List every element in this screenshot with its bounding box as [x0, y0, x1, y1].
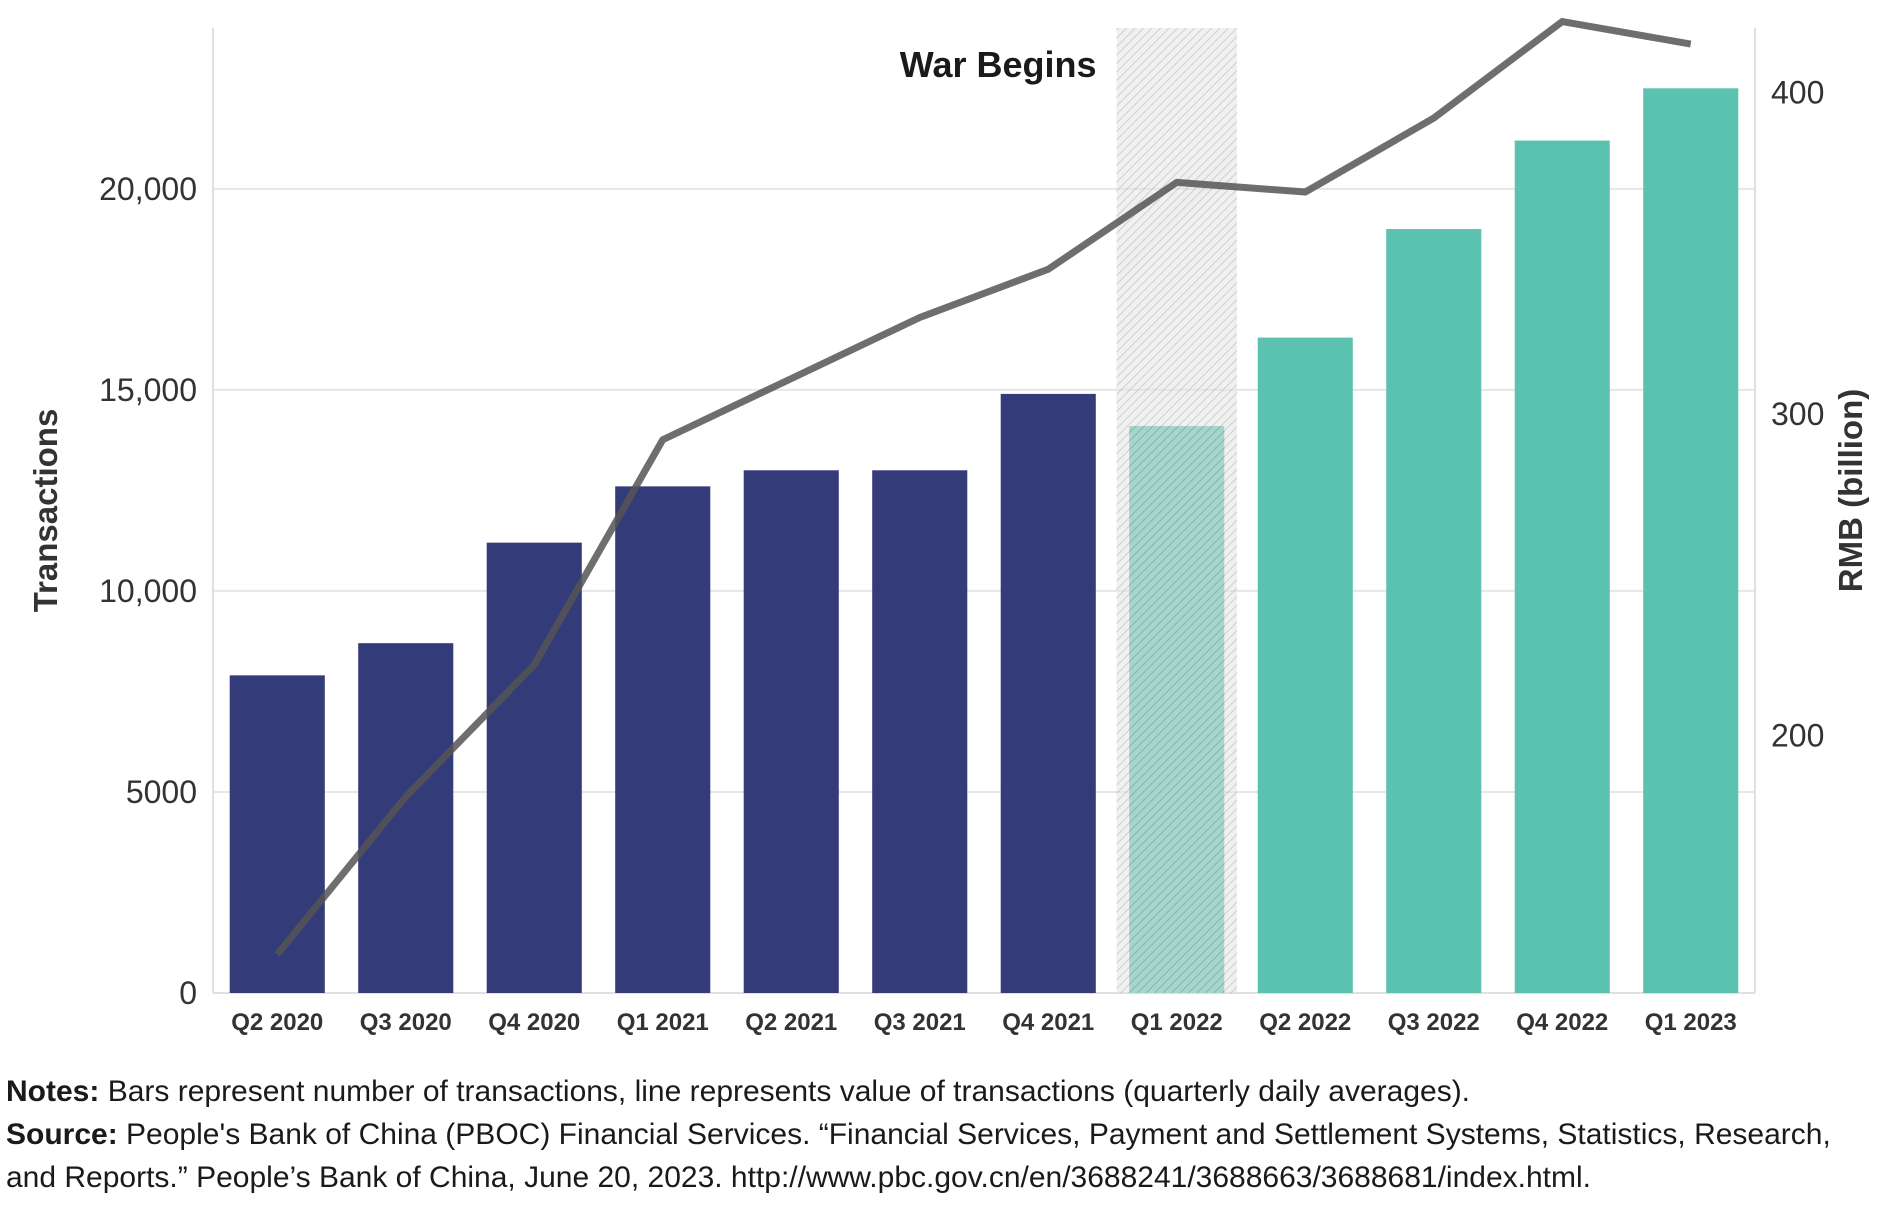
y-axis-label-right: RMB (billion)	[1832, 389, 1869, 592]
x-tick-label: Q1 2021	[617, 1009, 709, 1036]
y-left-tick-label: 0	[179, 975, 197, 1011]
x-tick-label: Q1 2023	[1645, 1009, 1737, 1036]
source-text: People's Bank of China (PBOC) Financial …	[6, 1118, 1831, 1194]
chart: 0 5000 10,000 15,000 20,000 200 300 400 Q2 2020 Q…	[27, 18, 1869, 1036]
y-left-tick-label: 20,000	[99, 171, 197, 207]
war-begins-shading	[1116, 28, 1237, 993]
line-series-path	[274, 18, 1692, 957]
x-tick-label: Q2 2020	[231, 1009, 323, 1036]
y-left-tick-label: 5000	[126, 774, 197, 810]
notes-line: Notes: Bars represent number of transact…	[6, 1070, 1884, 1113]
bar	[743, 470, 839, 994]
source-label: Source:	[6, 1118, 118, 1151]
x-tick-label: Q4 2020	[488, 1009, 580, 1036]
war-begins-annotation: War Begins	[900, 44, 1097, 85]
x-tick-label: Q4 2022	[1516, 1009, 1608, 1036]
bar	[1257, 337, 1353, 994]
bar	[1643, 88, 1739, 993]
war-begins-shade	[1116, 28, 1237, 993]
bar	[872, 470, 968, 994]
notes-label: Notes:	[6, 1075, 100, 1108]
y-right-tick-label: 200	[1771, 718, 1824, 754]
x-tick-label: Q2 2021	[745, 1009, 837, 1036]
bar	[615, 486, 711, 993]
bar	[229, 675, 325, 993]
axis-frame	[212, 28, 1756, 994]
y-left-tick-label: 10,000	[99, 573, 197, 609]
bar	[1514, 140, 1610, 994]
x-tick-label: Q2 2022	[1259, 1009, 1351, 1036]
notes-text: Bars represent number of transactions, l…	[107, 1075, 1471, 1108]
y-left-tick-label: 15,000	[99, 372, 197, 408]
bar	[358, 643, 454, 993]
value-line	[274, 18, 1692, 957]
x-tick-label: Q3 2020	[360, 1009, 452, 1036]
x-tick-label: Q3 2021	[874, 1009, 966, 1036]
x-tick-label: Q1 2022	[1131, 1009, 1223, 1036]
bar	[1000, 393, 1096, 993]
bar	[1386, 229, 1482, 993]
source-line: Source: People's Bank of China (PBOC) Fi…	[6, 1113, 1884, 1199]
notes-block: Notes: Bars represent number of transact…	[6, 1070, 1884, 1199]
x-tick-label: Q3 2022	[1388, 1009, 1480, 1036]
bars	[229, 88, 1739, 994]
y-right-tick-label: 300	[1771, 396, 1824, 432]
y-right-tick-label: 400	[1771, 74, 1824, 110]
y-axis-label-left: Transactions	[27, 409, 64, 613]
x-tick-label: Q4 2021	[1002, 1009, 1094, 1036]
bar	[486, 542, 582, 993]
gridlines	[213, 187, 1755, 793]
tick-labels: 0 5000 10,000 15,000 20,000 200 300 400 Q2 2020 Q…	[99, 74, 1824, 1036]
